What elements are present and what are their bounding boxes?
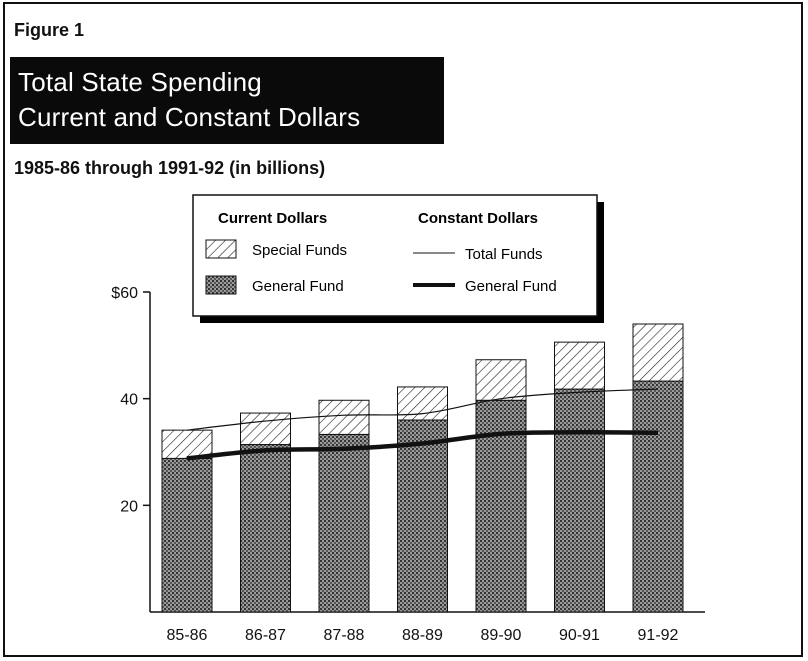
- legend-label-general-fund-bar: General Fund: [252, 278, 344, 295]
- y-ticks: 20 40 $60: [111, 285, 150, 515]
- y-tick-label: $60: [111, 285, 138, 302]
- line-total-funds: [186, 388, 659, 431]
- bar-general-fund: [318, 433, 370, 613]
- legend-label-total-funds: Total Funds: [465, 246, 543, 263]
- legend-label-general-fund-line: General Fund: [465, 278, 557, 295]
- y-tick-label: 20: [120, 498, 138, 515]
- bar-special-funds: [554, 341, 605, 390]
- x-tick-label: 85-86: [167, 627, 208, 644]
- bar-general-fund: [161, 457, 213, 613]
- bar-special-funds: [475, 359, 527, 401]
- bar-general-fund: [397, 419, 448, 613]
- figure-label: Figure 1: [14, 20, 85, 40]
- chart-subtitle: 1985-86 through 1991-92 (in billions): [14, 158, 326, 178]
- title-banner: Total State Spending Current and Constan…: [10, 57, 444, 144]
- legend-label-special-funds: Special Funds: [252, 242, 347, 259]
- bar-general-fund: [632, 380, 684, 613]
- bar-special-funds: [240, 412, 291, 446]
- x-tick-label: 88-89: [402, 627, 443, 644]
- x-tick-labels: 85-86 86-87 87-88 88-89 89-90 90-91 91-92: [167, 627, 679, 644]
- x-tick-label: 91-92: [638, 627, 679, 644]
- x-tick-label: 90-91: [559, 627, 600, 644]
- x-tick-label: 87-88: [324, 627, 365, 644]
- chart-title-line2: Current and Constant Dollars: [18, 102, 361, 132]
- legend-box: [192, 194, 598, 317]
- bar-special-funds: [632, 323, 684, 382]
- y-tick-label: 40: [120, 392, 138, 409]
- x-tick-label: 89-90: [481, 627, 522, 644]
- bar-special-funds: [318, 399, 370, 435]
- bar-general-fund: [554, 388, 605, 613]
- legend-swatch-special-funds: [205, 239, 237, 259]
- legend-swatch-general-fund: [205, 275, 237, 295]
- legend: Current Dollars Constant Dollars Special…: [192, 194, 604, 323]
- chart-title-line1: Total State Spending: [18, 67, 262, 97]
- bars: [161, 323, 684, 613]
- line-general-fund: [186, 429, 659, 461]
- x-tick-label: 86-87: [245, 627, 286, 644]
- bar-general-fund: [240, 444, 291, 613]
- figure-frame: [3, 2, 803, 657]
- legend-current-heading: Current Dollars: [218, 210, 327, 227]
- legend-constant-heading: Constant Dollars: [418, 210, 538, 227]
- lines: [186, 388, 659, 461]
